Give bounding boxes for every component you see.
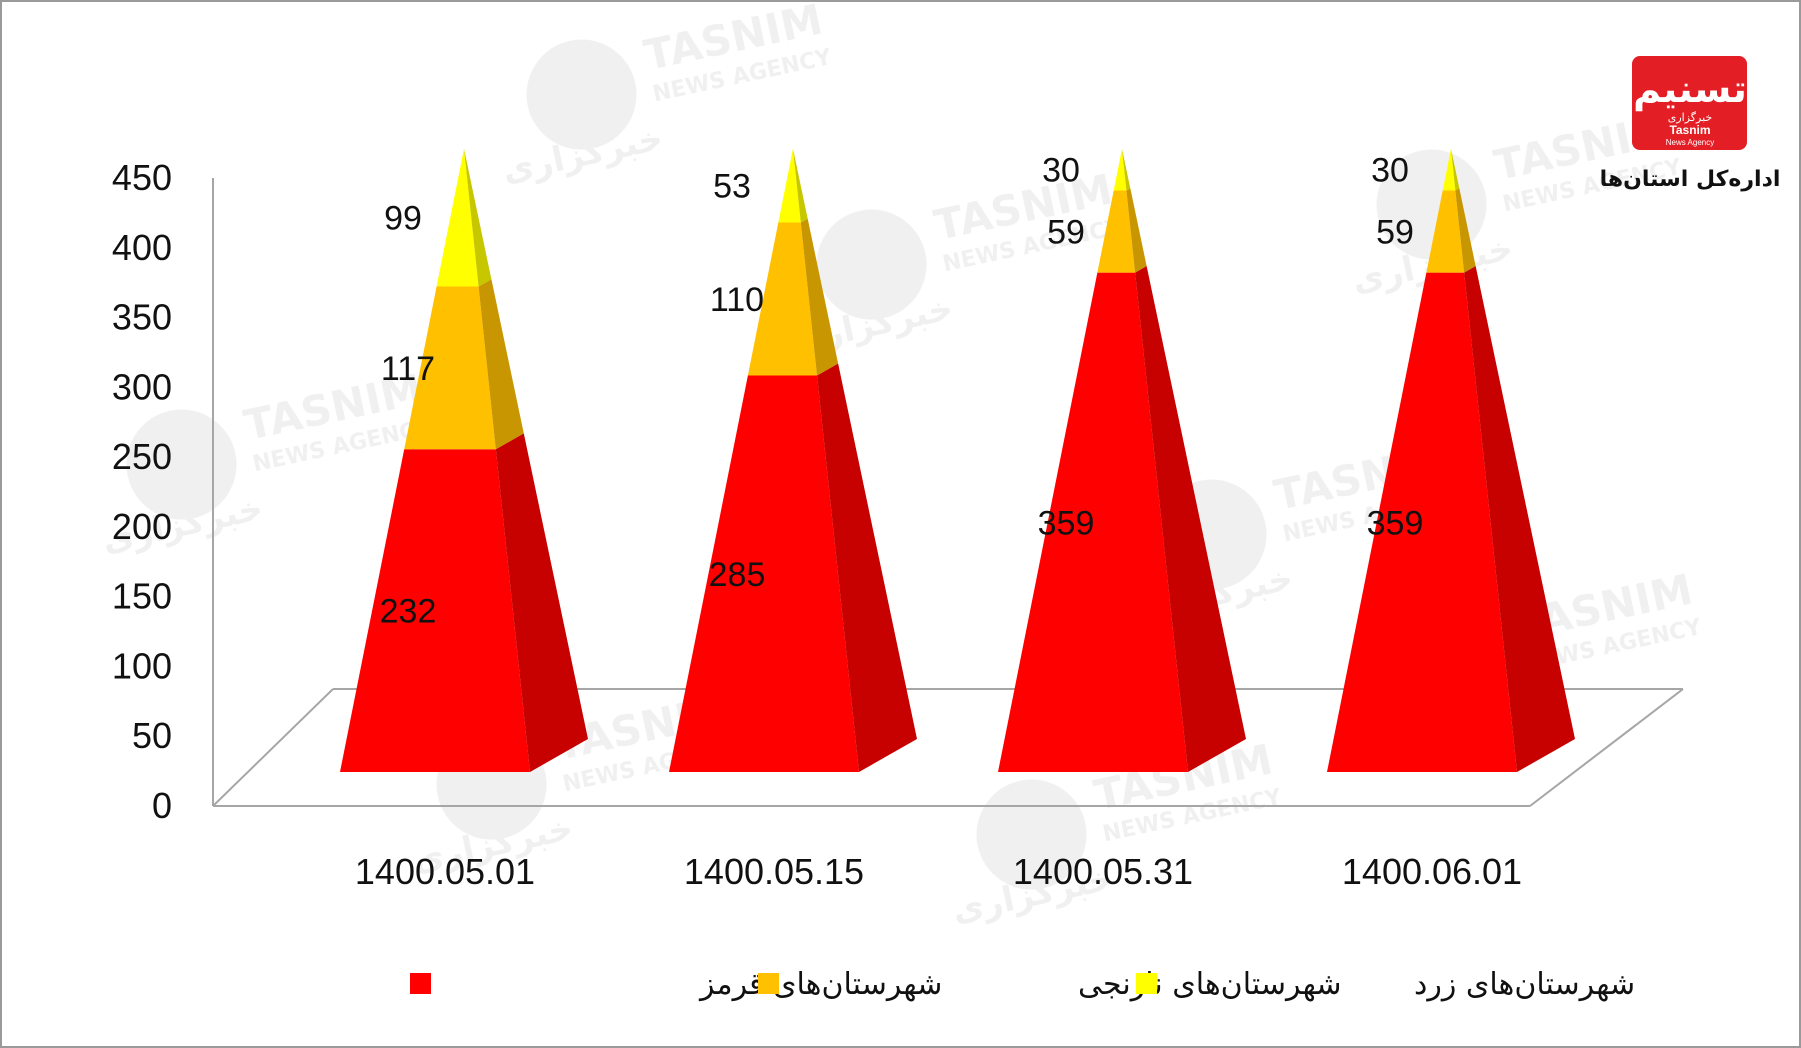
watermark-seal	[526, 39, 637, 150]
data-label: 30	[1371, 152, 1409, 190]
y-tick-label: 150	[112, 576, 172, 617]
pyramid-layer	[340, 148, 1575, 772]
category-label: 1400.06.01	[1342, 851, 1522, 892]
department-label: اداره‌کل استان‌ها	[1600, 167, 1781, 192]
pyramid-segment-front	[1097, 190, 1136, 273]
data-label: 53	[713, 168, 751, 206]
pyramid-1400.05.15	[669, 148, 917, 772]
legend-swatch	[410, 973, 431, 994]
data-label: 59	[1047, 214, 1085, 252]
data-label: 359	[1038, 504, 1095, 542]
pyramid-segment-front	[1327, 272, 1517, 772]
category-label: 1400.05.01	[355, 851, 535, 892]
pyramid-segment-side	[1451, 148, 1460, 191]
pyramid-segment-side	[478, 279, 524, 450]
legend-label: شهرستان‌های قرمز	[698, 967, 942, 1002]
floor-left-edge	[212, 688, 334, 807]
watermark-seal	[976, 779, 1087, 890]
logo-sub-en: Tasnim	[1669, 123, 1710, 137]
pyramid-1400.06.01	[1327, 148, 1575, 772]
y-tick-labels: 0 50 100 150 200 250 300 350 400 450	[112, 157, 172, 826]
legend-label: شهرستان‌های نارنجی	[1078, 967, 1342, 1002]
pyramid-segment-side	[1135, 266, 1246, 772]
pyramid-segment-side	[1126, 188, 1147, 273]
data-label: 110	[710, 281, 764, 319]
pyramid-segment-front	[340, 449, 530, 772]
pyramid-segment-side	[817, 363, 917, 772]
category-label: 1400.05.31	[1013, 851, 1193, 892]
y-tick-label: 200	[112, 506, 172, 547]
pyramid-segment-side	[1464, 266, 1575, 772]
pyramid-1400.05.01	[340, 148, 588, 772]
y-tick-label: 350	[112, 297, 172, 338]
pyramid-segment-side	[495, 433, 588, 772]
floor-right-edge	[1529, 688, 1684, 807]
legend: شهرستان‌های قرمز شهرستان‌های نارنجی شهرستا…	[410, 967, 1635, 1002]
data-label: 285	[709, 556, 766, 594]
pyramid-segment-front	[404, 286, 496, 450]
pyramid-segment-front	[747, 222, 818, 376]
pyramid-segment-front	[436, 148, 479, 287]
y-tick-label: 300	[112, 366, 172, 407]
data-label: 232	[380, 593, 437, 631]
data-labels: 232 117 99 285 110 53 359 59 30 359 59 30	[380, 152, 1424, 631]
tasnim-logo: تسنیم خبرگزاری Tasnim News Agency اداره‌…	[1600, 56, 1781, 192]
pyramid-1400.05.31	[998, 148, 1246, 772]
pyramid-segment-side	[464, 148, 492, 287]
data-label: 59	[1376, 214, 1414, 252]
legend-swatch	[1136, 973, 1157, 994]
pyramid-segment-front	[998, 272, 1188, 772]
category-labels: 1400.05.01 1400.05.15 1400.05.31 1400.06.01	[355, 851, 1522, 892]
pyramid-segment-front	[1442, 148, 1456, 191]
logo-sub-en2: News Agency	[1666, 138, 1714, 147]
y-tick-label: 100	[112, 645, 172, 686]
y-tick-label: 400	[112, 227, 172, 268]
logo-sub-fa: خبرگزاری	[1668, 111, 1712, 124]
pyramid-segment-side	[1122, 148, 1131, 191]
watermark-seal	[816, 209, 927, 320]
pyramid-segment-side	[800, 218, 839, 376]
logo-badge	[1632, 56, 1747, 150]
y-tick-label: 0	[152, 785, 172, 826]
pyramid-segment-front	[1113, 148, 1127, 191]
data-label: 117	[381, 350, 435, 388]
legend-swatch	[758, 973, 779, 994]
data-label: 359	[1367, 504, 1424, 542]
legend-label: شهرستان‌های زرد	[1414, 967, 1635, 1002]
y-tick-label: 450	[112, 157, 172, 198]
category-label: 1400.05.15	[684, 851, 864, 892]
y-tick-label: 250	[112, 436, 172, 477]
pyramid-segment-front	[1426, 190, 1465, 273]
data-label: 99	[384, 200, 422, 238]
pyramid-segment-side	[1455, 188, 1476, 273]
watermark-seal	[126, 409, 237, 520]
pyramid-segment-front	[778, 148, 801, 223]
y-tick-label: 50	[132, 715, 172, 756]
data-label: 30	[1042, 152, 1080, 190]
pyramid-segment-front	[669, 375, 859, 772]
logo-wordmark: تسنیم	[1633, 67, 1747, 112]
pyramid-segment-side	[793, 148, 808, 223]
